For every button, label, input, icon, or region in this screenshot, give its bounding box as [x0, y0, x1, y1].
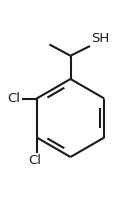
Text: SH: SH [92, 32, 110, 45]
Text: Cl: Cl [8, 92, 21, 105]
Text: Cl: Cl [29, 154, 42, 167]
